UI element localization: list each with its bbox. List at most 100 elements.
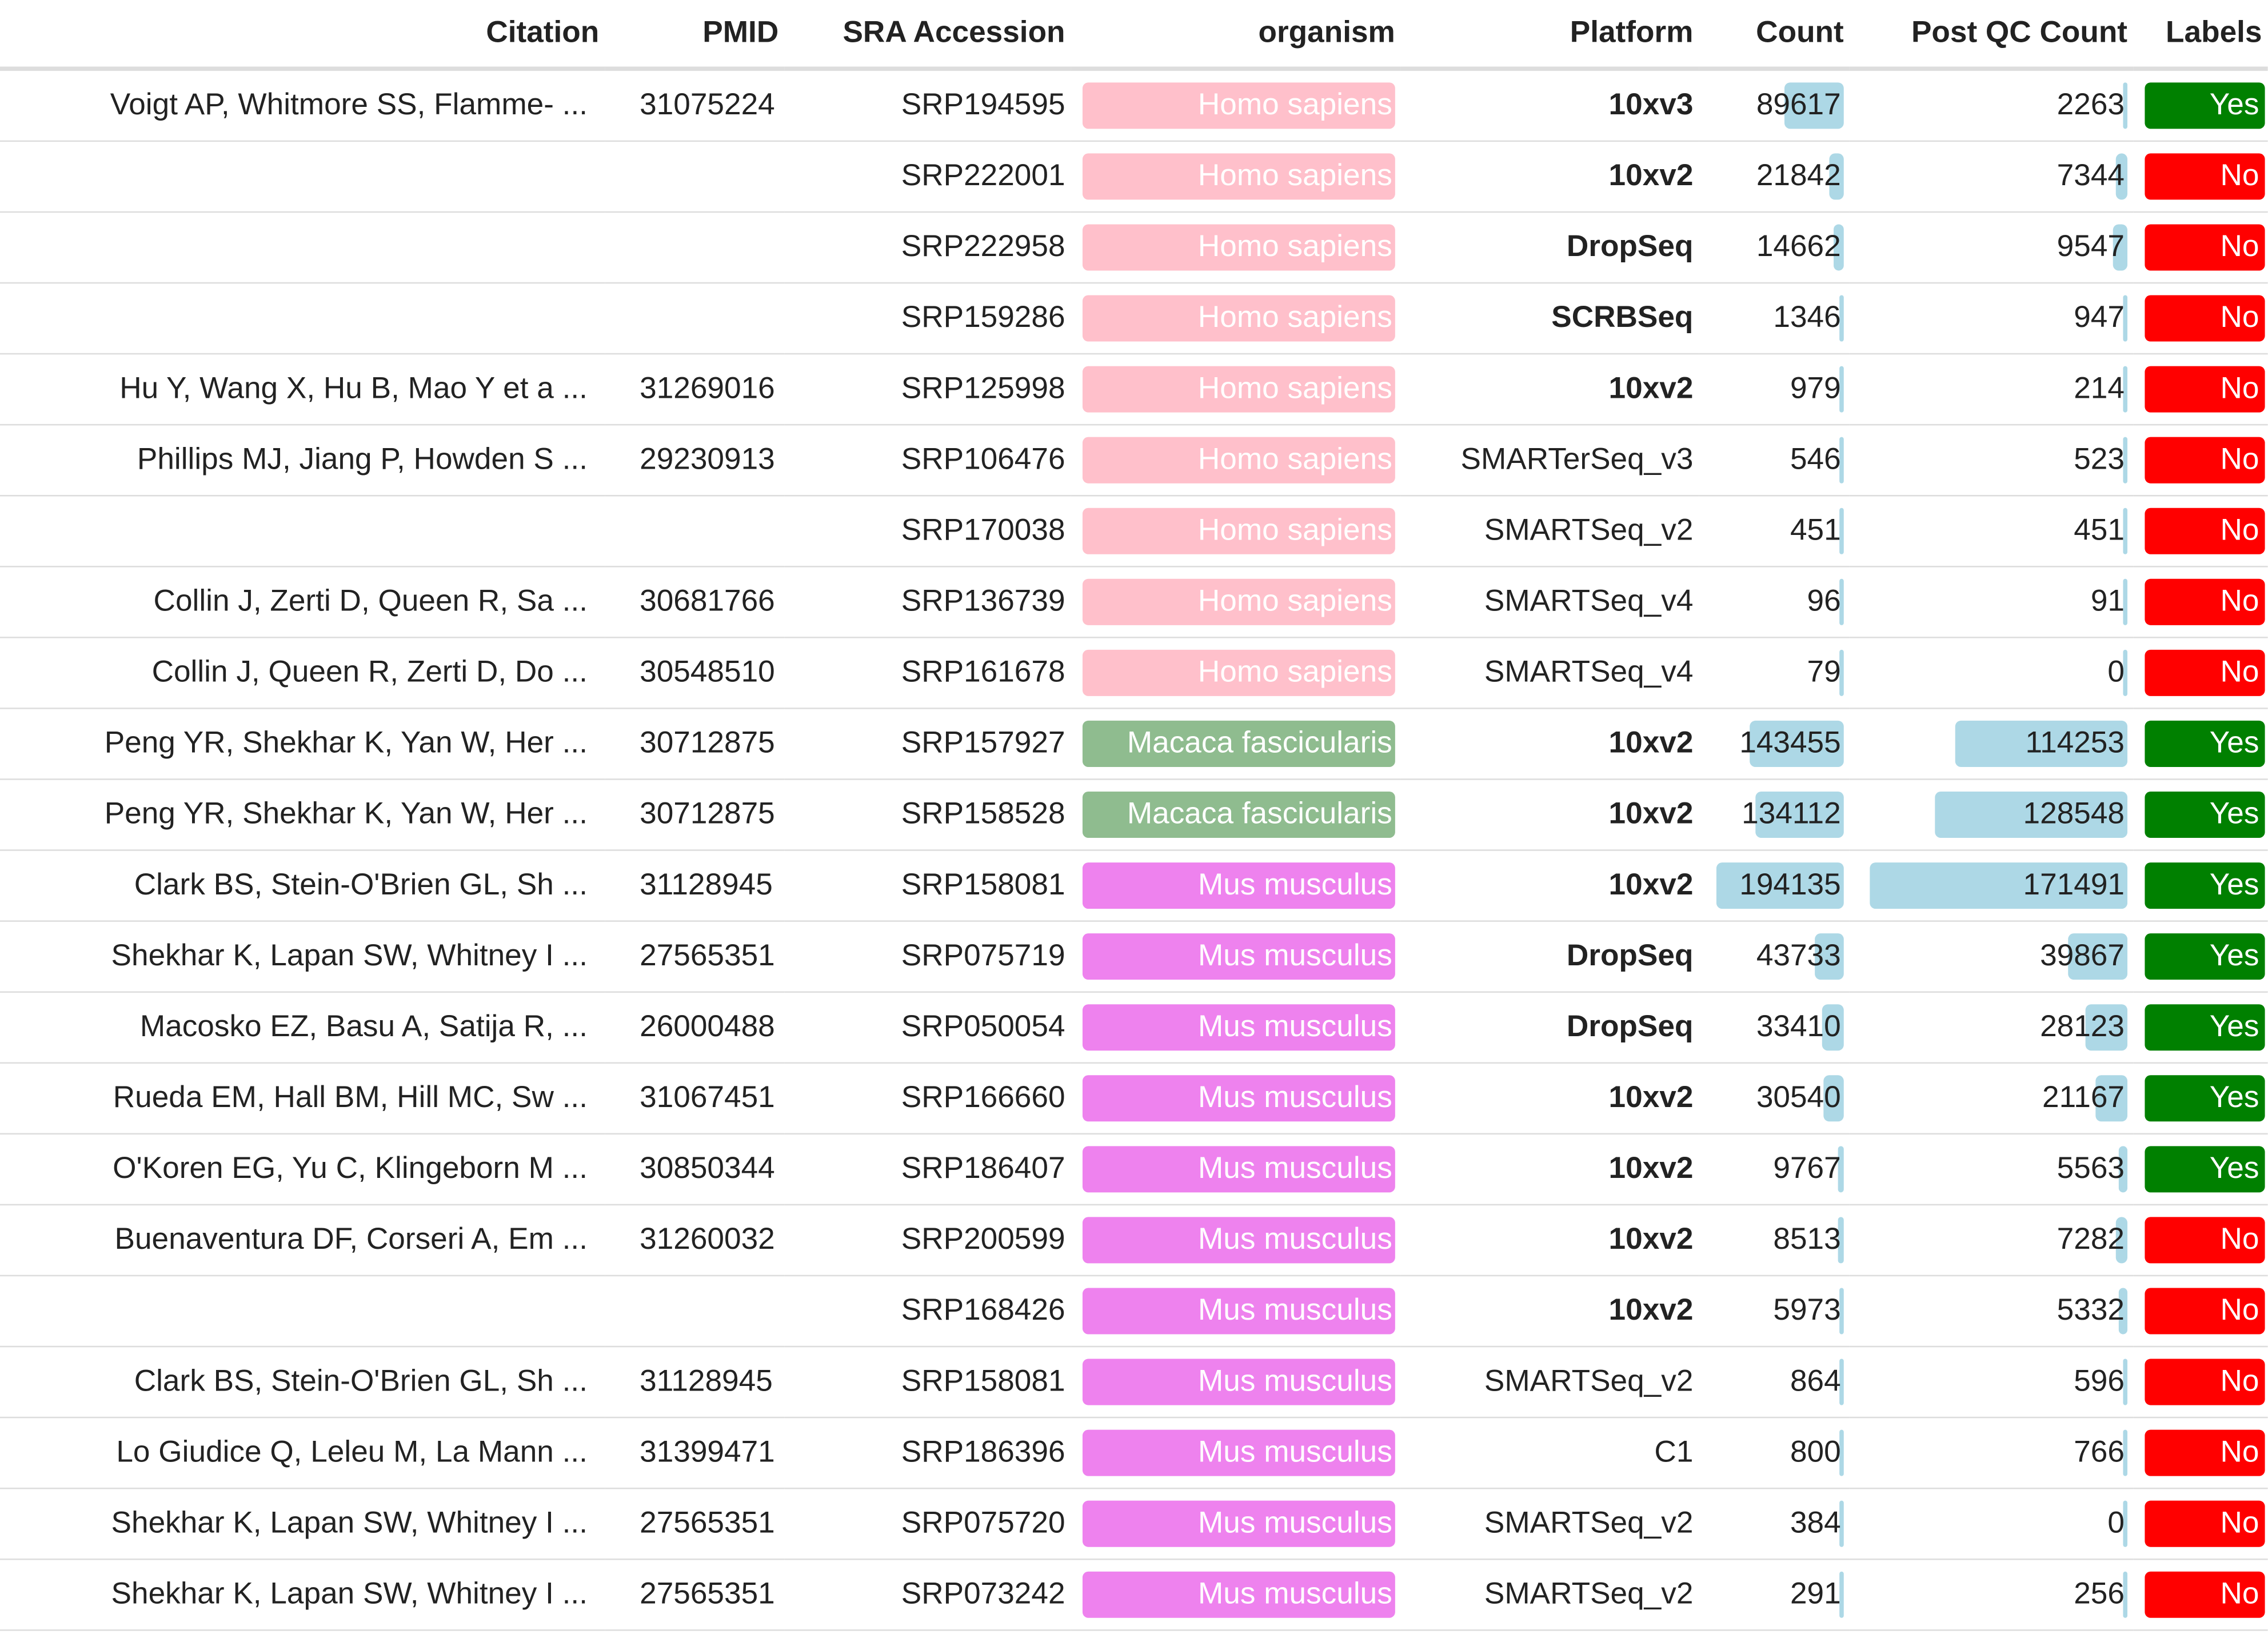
cell-post-qc-count: 766 [1849, 1417, 2134, 1489]
count-value: 14662 [1756, 230, 1841, 263]
column-header-sra-accession[interactable]: SRA Accession [784, 0, 1071, 71]
table-row[interactable]: O'Koren EG, Yu C, Klingeborn M ... 308503… [0, 1133, 2268, 1206]
table-row[interactable]: Collin J, Queen R, Zerti D, Do ... 305485… [0, 637, 2268, 709]
cell-post-qc-count: 171491 [1849, 850, 2134, 922]
label-badge: Yes [2145, 933, 2265, 980]
cell-count: 451 [1699, 496, 1850, 568]
table-row[interactable]: Shekhar K, Lapan SW, Whitney I ... 275653… [0, 1488, 2268, 1560]
table-row[interactable]: SRP222958 Homo sapiens DropSeq 14662 9547 No [0, 211, 2268, 284]
post-qc-value: 128548 [2023, 797, 2125, 831]
column-header-citation[interactable]: Citation [0, 0, 605, 71]
cell-labels: Yes [2133, 1062, 2268, 1135]
post-qc-value: 2263 [2057, 88, 2125, 122]
post-qc-value: 39867 [2040, 939, 2125, 973]
cell-citation: Lo Giudice Q, Leleu M, La Mann ... [0, 1417, 605, 1489]
table-row[interactable]: Shekhar K, Lapan SW, Whitney I ... 275653… [0, 1559, 2268, 1631]
cell-sra-accession: SRP186407 [784, 1133, 1071, 1206]
column-header-platform[interactable]: Platform [1400, 0, 1699, 71]
cell-pmid [605, 141, 785, 213]
cell-platform: SMARTSeq_v4 [1400, 566, 1699, 638]
column-header-organism[interactable]: organism [1071, 0, 1401, 71]
post-qc-value: 214 [2074, 371, 2125, 405]
count-bar [1839, 1288, 1844, 1335]
post-qc-value: 7282 [2057, 1222, 2125, 1256]
count-bar [1839, 295, 1844, 342]
cell-labels: Yes [2133, 921, 2268, 993]
cell-labels: No [2133, 637, 2268, 709]
count-value: 134112 [1742, 797, 1841, 831]
table-row[interactable]: Phillips MJ, Jiang P, Howden S ... 292309… [0, 425, 2268, 497]
cell-platform: 10xv2 [1400, 850, 1699, 922]
post-qc-value: 9547 [2057, 230, 2125, 263]
cell-labels: No [2133, 496, 2268, 568]
cell-pmid: 30712875 [605, 708, 785, 780]
organism-badge: Mus musculus [1082, 1004, 1395, 1051]
label-badge: No [2145, 649, 2265, 696]
cell-platform: DropSeq [1400, 992, 1699, 1064]
table-row[interactable]: Voigt AP, Whitmore SS, Flamme- ... 310752… [0, 69, 2268, 142]
cell-platform: 10xv2 [1400, 141, 1699, 213]
cell-citation: Collin J, Queen R, Zerti D, Do ... [0, 637, 605, 709]
cell-count: 384 [1699, 1488, 1850, 1560]
cell-sra-accession: SRP194595 [784, 69, 1071, 142]
cell-count: 979 [1699, 354, 1850, 426]
organism-badge: Mus musculus [1082, 1359, 1395, 1405]
cell-post-qc-count: 214 [1849, 354, 2134, 426]
cell-citation [0, 496, 605, 568]
table-row[interactable]: SRP222001 Homo sapiens 10xv2 21842 7344 No [0, 141, 2268, 213]
label-badge: Yes [2145, 1004, 2265, 1051]
cell-organism: Homo sapiens [1071, 425, 1401, 497]
cell-organism: Homo sapiens [1071, 637, 1401, 709]
label-badge: No [2145, 153, 2265, 200]
cell-pmid: 26000488 [605, 992, 785, 1064]
table-row[interactable]: Lo Giudice Q, Leleu M, La Mann ... 313994… [0, 1417, 2268, 1489]
cell-organism: Homo sapiens [1071, 69, 1401, 142]
organism-badge: Mus musculus [1082, 1217, 1395, 1264]
cell-organism: Homo sapiens [1071, 211, 1401, 284]
column-header-post-qc-count[interactable]: Post QC Count [1849, 0, 2134, 71]
count-value: 194135 [1739, 868, 1841, 902]
organism-badge: Homo sapiens [1082, 508, 1395, 554]
table-row[interactable]: Hu Y, Wang X, Hu B, Mao Y et a ... 312690… [0, 354, 2268, 426]
table-row[interactable]: Peng YR, Shekhar K, Yan W, Her ... 307128… [0, 708, 2268, 780]
cell-post-qc-count: 947 [1849, 283, 2134, 355]
cell-labels: No [2133, 1488, 2268, 1560]
column-header-pmid[interactable]: PMID [605, 0, 785, 71]
organism-badge: Mus musculus [1082, 1429, 1395, 1476]
post-qc-value: 5332 [2057, 1293, 2125, 1327]
cell-organism: Mus musculus [1071, 850, 1401, 922]
cell-pmid: 31269016 [605, 354, 785, 426]
cell-sra-accession: SRP158081 [784, 1347, 1071, 1419]
column-header-labels[interactable]: Labels [2133, 0, 2268, 71]
count-value: 8513 [1773, 1222, 1841, 1256]
table-row[interactable]: Peng YR, Shekhar K, Yan W, Her ... 307128… [0, 779, 2268, 851]
table-row[interactable]: Clark BS, Stein-O'Brien GL, Sh ... 311289… [0, 1347, 2268, 1419]
table-row[interactable]: Clark BS, Stein-O'Brien GL, Sh ... 311289… [0, 850, 2268, 922]
post-qc-bar [2095, 1075, 2128, 1122]
cell-post-qc-count: 128548 [1849, 779, 2134, 851]
cell-organism: Homo sapiens [1071, 141, 1401, 213]
post-qc-bar [2085, 1004, 2128, 1051]
cell-labels: No [2133, 1204, 2268, 1277]
post-qc-value: 7344 [2057, 159, 2125, 193]
cell-citation: Macosko EZ, Basu A, Satija R, ... [0, 992, 605, 1064]
cell-pmid [605, 496, 785, 568]
table-row[interactable]: SRP159286 Homo sapiens SCRBSeq 1346 947 No [0, 283, 2268, 355]
column-header-count[interactable]: Count [1699, 0, 1850, 71]
table-row[interactable]: SRP168426 Mus musculus 10xv2 5973 5332 No [0, 1275, 2268, 1348]
table-row[interactable]: Shekhar K, Lapan SW, Whitney I ... 275653… [0, 921, 2268, 993]
table-row[interactable]: Buenaventura DF, Corseri A, Em ... 312600… [0, 1204, 2268, 1277]
table-row[interactable]: Rueda EM, Hall BM, Hill MC, Sw ... 310674… [0, 1062, 2268, 1135]
post-qc-value: 256 [2074, 1577, 2125, 1611]
table-row[interactable]: SRP170038 Homo sapiens SMARTSeq_v2 451 451 No [0, 496, 2268, 568]
cell-sra-accession: SRP200599 [784, 1204, 1071, 1277]
count-value: 9767 [1773, 1152, 1841, 1185]
table-row[interactable]: Collin J, Zerti D, Queen R, Sa ... 306817… [0, 566, 2268, 638]
organism-badge: Macaca fascicularis [1082, 792, 1395, 838]
post-qc-bar [2123, 1359, 2128, 1405]
post-qc-bar [2123, 295, 2128, 342]
table-row[interactable]: Macosko EZ, Basu A, Satija R, ... 2600048… [0, 992, 2268, 1064]
post-qc-value: 28123 [2040, 1010, 2125, 1044]
cell-post-qc-count: 451 [1849, 496, 2134, 568]
